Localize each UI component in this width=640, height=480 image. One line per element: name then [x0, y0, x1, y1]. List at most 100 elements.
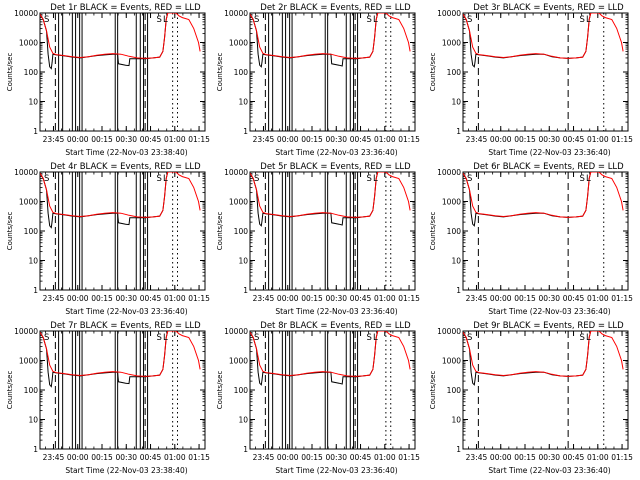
chart-panel-3: Det 3r BLACK = Events, RED = LLD Counts/s… — [429, 3, 633, 157]
x-tick-label: 00:30 — [115, 135, 137, 144]
marker-label: L — [163, 333, 168, 343]
y-tick-label: 10 — [451, 416, 461, 425]
x-tick-label: 00:45 — [140, 453, 162, 462]
chart-title: Det 8r BLACK = Events, RED = LLD — [260, 321, 411, 331]
x-axis-label: Start Time (22-Nov-03 23:36:40) — [275, 466, 397, 475]
chart-panel-6: Det 6r BLACK = Events, RED = LLD Counts/s… — [429, 162, 633, 316]
y-tick-label: 1 — [243, 445, 248, 454]
events-line — [463, 13, 592, 68]
y-tick-label: 1000 — [442, 357, 461, 366]
y-tick-label: 100 — [234, 227, 249, 236]
y-tick-label: 10 — [28, 257, 38, 266]
plot-frame — [39, 171, 206, 291]
y-tick-label: 100 — [447, 227, 462, 236]
marker-label: S — [579, 333, 584, 343]
y-tick-label: 1000 — [229, 198, 248, 207]
chart-panel-9: Det 9r BLACK = Events, RED = LLD Counts/s… — [429, 321, 633, 475]
chart-title: Det 2r BLACK = Events, RED = LLD — [260, 3, 411, 13]
x-tick-label: 23:45 — [466, 294, 488, 303]
x-tick-label: 01:00 — [374, 294, 396, 303]
marker-label: S — [254, 333, 259, 343]
marker-label: S — [156, 15, 161, 25]
marker-label: S — [366, 15, 371, 25]
x-tick-label: 01:15 — [188, 135, 210, 144]
x-tick-label: 00:00 — [67, 294, 89, 303]
y-tick-label: 1 — [33, 286, 38, 295]
chart-panel-1: Det 1r BLACK = Events, RED = LLD Counts/s… — [6, 3, 210, 157]
x-tick-label: 23:45 — [466, 453, 488, 462]
x-tick-label: 00:30 — [538, 294, 560, 303]
x-tick-label: 00:00 — [67, 135, 89, 144]
x-tick-label: 00:45 — [140, 135, 162, 144]
x-tick-label: 00:30 — [115, 453, 137, 462]
x-axis-label: Start Time (22-Nov-03 23:38:40) — [65, 148, 187, 157]
x-tick-label: 01:15 — [398, 453, 420, 462]
x-tick-label: 00:30 — [325, 135, 347, 144]
marker-label: S — [467, 174, 472, 184]
y-tick-label: 1 — [456, 286, 461, 295]
y-tick-label: 10000 — [224, 9, 248, 18]
x-tick-label: 01:00 — [587, 135, 609, 144]
x-tick-label: 00:45 — [563, 135, 585, 144]
lld-line — [250, 331, 411, 377]
marker-label: L — [586, 333, 591, 343]
x-tick-label: 01:15 — [398, 135, 420, 144]
events-line — [40, 331, 169, 388]
marker-label: S — [254, 15, 259, 25]
y-tick-label: 1000 — [19, 198, 38, 207]
x-tick-label: 00:30 — [325, 294, 347, 303]
y-tick-label: 1 — [243, 286, 248, 295]
marker-label: S — [467, 15, 472, 25]
x-tick-label: 23:45 — [43, 453, 65, 462]
y-tick-label: 10000 — [14, 168, 38, 177]
x-tick-label: 23:45 — [253, 294, 275, 303]
marker-label: S — [44, 15, 49, 25]
y-axis-label: Counts/sec — [216, 371, 224, 410]
y-axis-label: Counts/sec — [216, 212, 224, 251]
events-line — [250, 13, 379, 68]
chart-panel-5: Det 5r BLACK = Events, RED = LLD Counts/s… — [216, 162, 420, 316]
events-line — [463, 331, 592, 386]
y-tick-label: 100 — [24, 386, 39, 395]
chart-title: Det 1r BLACK = Events, RED = LLD — [50, 3, 201, 13]
y-tick-label: 1000 — [442, 39, 461, 48]
y-axis-label: Counts/sec — [6, 53, 14, 92]
y-tick-label: 100 — [24, 227, 39, 236]
x-tick-label: 00:15 — [91, 453, 113, 462]
x-tick-label: 00:45 — [140, 294, 162, 303]
y-axis-label: Counts/sec — [216, 53, 224, 92]
x-tick-label: 01:00 — [164, 453, 186, 462]
x-tick-label: 00:00 — [277, 135, 299, 144]
y-tick-label: 10000 — [437, 9, 461, 18]
y-tick-label: 10000 — [14, 9, 38, 18]
x-tick-label: 00:15 — [514, 453, 536, 462]
x-tick-label: 01:00 — [587, 294, 609, 303]
y-axis-label: Counts/sec — [6, 212, 14, 251]
marker-label: L — [586, 174, 591, 184]
y-tick-label: 10000 — [224, 168, 248, 177]
y-tick-label: 10 — [451, 257, 461, 266]
marker-label: L — [163, 15, 168, 25]
x-tick-label: 01:15 — [611, 135, 633, 144]
marker-label: L — [373, 333, 378, 343]
y-tick-label: 100 — [234, 386, 249, 395]
y-tick-label: 10 — [451, 98, 461, 107]
x-tick-label: 23:45 — [43, 135, 65, 144]
lld-line — [463, 331, 624, 377]
x-tick-label: 00:15 — [301, 294, 323, 303]
x-tick-label: 00:45 — [350, 294, 372, 303]
chart-title: Det 9r BLACK = Events, RED = LLD — [473, 321, 624, 331]
x-tick-label: 23:45 — [466, 135, 488, 144]
plot-frame — [39, 12, 206, 132]
marker-label: S — [254, 174, 259, 184]
y-axis-label: Counts/sec — [429, 371, 437, 410]
x-tick-label: 00:00 — [277, 294, 299, 303]
x-tick-label: 00:15 — [301, 135, 323, 144]
x-tick-label: 00:45 — [563, 294, 585, 303]
y-axis-label: Counts/sec — [429, 212, 437, 251]
